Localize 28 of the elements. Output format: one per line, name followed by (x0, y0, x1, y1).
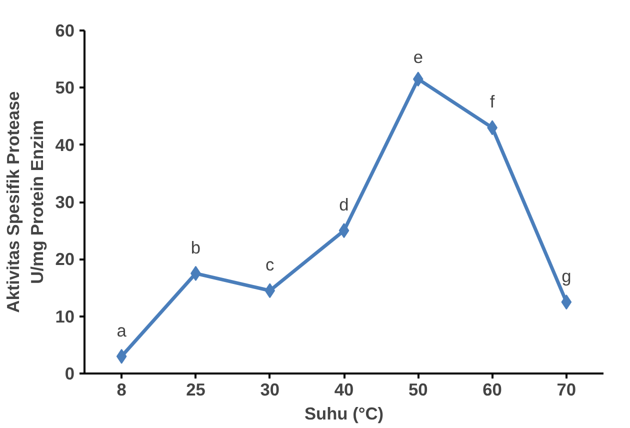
y-axis-title: Aktivitas Spesifik Protease U/mg Protein Enzim (3, 90, 48, 313)
annotation: d (339, 194, 349, 215)
y-tick-label: 0 (64, 364, 75, 384)
point (116, 348, 127, 364)
x-tick-label: 60 (482, 380, 502, 400)
annotation: c (266, 254, 275, 275)
point (338, 223, 350, 238)
x-tick-label: 30 (260, 380, 280, 400)
annotation: b (190, 237, 201, 258)
annotation: g (562, 266, 572, 286)
y-tick-label: 40 (55, 134, 75, 155)
point (412, 72, 424, 87)
annotation: f (490, 92, 495, 112)
point (264, 283, 276, 298)
x-axis-title: Suhu (°C) (304, 404, 384, 424)
x-tick-label: 50 (408, 380, 428, 400)
y-tick-label: 50 (55, 78, 75, 98)
y-tick-label: 10 (55, 306, 75, 326)
x-tick-label: 8 (116, 380, 127, 400)
annotation: e (413, 47, 423, 68)
x-tick-label: 25 (186, 380, 206, 400)
x-tick-label: 40 (334, 380, 354, 400)
y-tick-label: 60 (55, 20, 75, 40)
y-tick-label: 30 (55, 192, 75, 212)
x-tick-label: 70 (556, 380, 576, 400)
point (561, 294, 572, 310)
annotation: a (116, 320, 127, 340)
y-tick-label: 20 (55, 249, 75, 270)
